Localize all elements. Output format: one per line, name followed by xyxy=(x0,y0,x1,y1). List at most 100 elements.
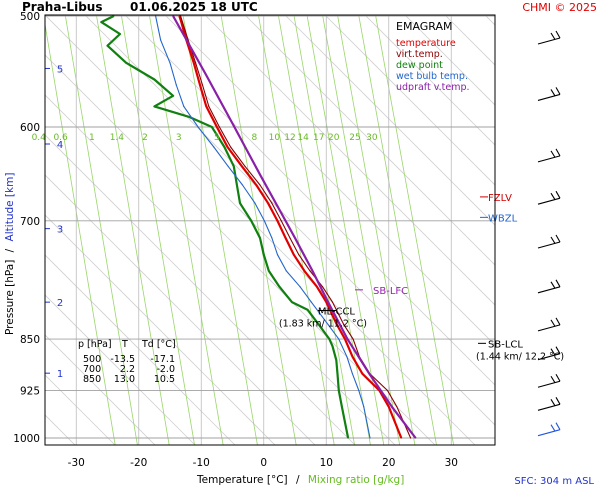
data-point xyxy=(327,301,329,303)
wind-barb xyxy=(537,30,561,45)
table-cell: -17.1 xyxy=(150,354,175,365)
wind-barb-flag xyxy=(550,399,556,407)
data-point xyxy=(276,220,279,222)
mixing-ratio-label: 3 xyxy=(176,133,182,143)
dry-adiabat-line xyxy=(45,214,276,445)
annotation-sublabel: (1.44 km/ 12.2 °C) xyxy=(476,351,564,362)
data-point xyxy=(172,15,174,17)
x-tick-label: 20 xyxy=(382,457,395,469)
data-point xyxy=(341,406,343,408)
data-point xyxy=(263,254,265,256)
svg-text:Pressure [hPa] / A: Pressure [hPa] / Altitude [km] xyxy=(4,173,16,335)
data-point xyxy=(233,165,235,167)
x-tick-label: -20 xyxy=(130,457,147,469)
data-point xyxy=(172,95,174,97)
mixing-ratio-label: 1 xyxy=(89,133,95,143)
wind-barb xyxy=(537,234,561,249)
legend-updraft: udpraft v.temp. xyxy=(396,82,470,93)
table-header-td: Td [°C] xyxy=(141,339,176,350)
annotation-label: ML-CCL xyxy=(318,306,356,317)
mixing-ratio-label: 30 xyxy=(366,133,378,143)
mixing-ratio-line xyxy=(293,15,371,445)
legend-virt-temp: virt.temp. xyxy=(396,49,443,60)
data-point xyxy=(153,78,155,81)
data-point xyxy=(285,220,287,222)
x-tick-label: -30 xyxy=(68,457,85,469)
datetime-label: 01.06.2025 18 UTC xyxy=(130,0,258,14)
dry-adiabat-line xyxy=(324,15,495,186)
altitude-tick-label: 3 xyxy=(57,225,63,236)
data-point xyxy=(347,437,349,439)
data-point xyxy=(410,437,412,439)
mixing-ratio-label: 0.4 xyxy=(32,133,47,143)
wind-barb xyxy=(537,148,561,163)
data-point xyxy=(223,146,225,148)
wind-barb-flag xyxy=(550,89,556,97)
wind-barb-staff xyxy=(537,37,561,45)
data-point xyxy=(346,356,348,358)
wind-barb xyxy=(537,373,561,388)
x-axis-label-mixing: Mixing ratio [g/kg] xyxy=(308,474,404,486)
data-point xyxy=(293,254,295,256)
data-point xyxy=(276,254,279,256)
mixing-ratio-label: 0.6 xyxy=(53,133,68,143)
wind-barb-flag xyxy=(555,148,561,157)
wind-barb-staff xyxy=(537,155,561,163)
data-point xyxy=(100,21,102,23)
data-point xyxy=(361,373,364,375)
wind-barb-staff xyxy=(537,380,561,388)
data-point xyxy=(344,338,346,340)
data-point xyxy=(331,345,334,347)
wind-barb-flag xyxy=(555,317,561,326)
data-point xyxy=(241,184,244,186)
data-point xyxy=(289,237,291,239)
wind-barb xyxy=(537,346,561,361)
data-point xyxy=(331,301,334,303)
data-point xyxy=(294,237,296,239)
data-point xyxy=(193,62,195,64)
data-point xyxy=(369,437,371,439)
data-point xyxy=(306,309,309,311)
data-point xyxy=(368,373,370,375)
mixing-ratio-label: 2 xyxy=(142,133,148,143)
dry-adiabat-line xyxy=(124,15,495,386)
mixing-ratio-line xyxy=(322,15,401,445)
y-axis-title: Pressure [hPa] / Altitude [km] xyxy=(4,173,16,335)
data-point xyxy=(201,84,204,86)
data-point xyxy=(233,126,235,128)
copyright-label: CHMI © 2025 xyxy=(522,1,597,14)
mixing-ratio-line xyxy=(375,15,455,445)
data-point xyxy=(213,146,215,148)
data-point xyxy=(321,286,324,288)
dry-adiabat-line xyxy=(164,15,495,346)
data-point xyxy=(106,45,109,47)
mixing-ratio-label: 12 xyxy=(284,133,295,143)
wind-barb-flag xyxy=(555,279,561,288)
y-tick-label: 1000 xyxy=(13,433,40,445)
data-point xyxy=(352,338,354,340)
table-cell: 2.2 xyxy=(120,364,135,375)
wind-barb-flag xyxy=(550,348,556,356)
svg-text:Temperature [°C] /: Temperature [°C] / Mixing ratio [g/kg] xyxy=(196,474,404,486)
y-axis-separator: / xyxy=(4,248,16,252)
data-point xyxy=(155,15,157,17)
data-point xyxy=(178,15,180,17)
station-name: Praha-Libus xyxy=(22,0,102,14)
data-point xyxy=(396,406,398,408)
mixing-ratio-label: 25 xyxy=(349,133,360,143)
data-point xyxy=(346,338,349,340)
data-point xyxy=(309,270,311,272)
data-point xyxy=(343,324,345,326)
altitude-tick-label: 4 xyxy=(57,140,63,151)
x-axis-title: Temperature [°C] / Mixing ratio [g/kg] xyxy=(196,474,404,486)
wind-barb-flag xyxy=(555,30,561,39)
y-tick-label: 600 xyxy=(20,122,40,134)
mixing-ratio-label: 10 xyxy=(269,133,281,143)
data-point xyxy=(351,356,354,358)
series-line-temperature xyxy=(178,15,403,439)
altitude-tick-label: 2 xyxy=(57,298,63,309)
data-point xyxy=(271,237,273,239)
data-point xyxy=(338,389,340,392)
wind-barb-flag xyxy=(550,375,556,384)
data-point xyxy=(230,146,232,148)
